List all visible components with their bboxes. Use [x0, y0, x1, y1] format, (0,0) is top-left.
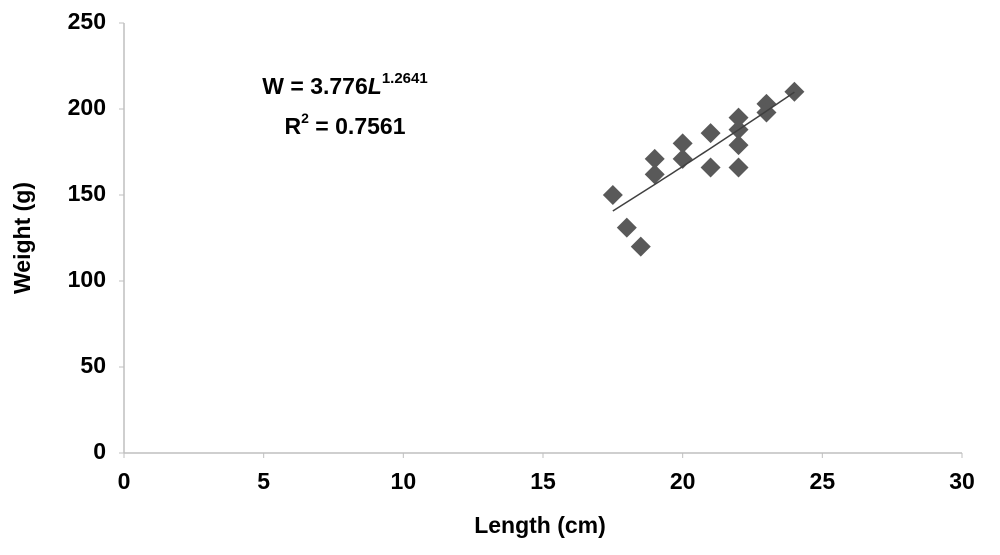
data-point [672, 133, 693, 154]
data-point [700, 157, 721, 178]
equation-lhs: W = [262, 73, 310, 99]
trendline [612, 91, 795, 212]
x-tick-label: 10 [391, 468, 417, 494]
data-point [602, 185, 623, 205]
data-point [728, 157, 749, 178]
x-tick-label: 25 [810, 468, 836, 494]
r-squared-power: 2 [301, 110, 309, 126]
equation-variable: L [368, 73, 382, 99]
x-tick-label: 15 [530, 468, 556, 494]
r-squared: R2 = 0.7561 [285, 110, 406, 139]
data-point [630, 236, 651, 257]
x-tick-label: 20 [670, 468, 696, 494]
r-squared-symbol: R [285, 113, 302, 139]
data-point [728, 107, 749, 128]
x-axis-label: Length (cm) [474, 512, 606, 538]
r-squared-equals: = [309, 113, 335, 139]
r-squared-value: 0.7561 [335, 113, 406, 139]
y-tick-label: 50 [80, 352, 106, 378]
data-point [644, 148, 665, 169]
x-tick-label: 0 [118, 468, 131, 494]
equation-exponent: 1.2641 [382, 70, 428, 87]
data-point [784, 81, 805, 102]
y-tick-label: 150 [68, 180, 106, 206]
y-axis-label: Weight (g) [9, 182, 35, 294]
data-point [700, 123, 721, 144]
data-point [728, 135, 749, 156]
equation-coefficient: 3.776 [310, 73, 368, 99]
x-tick-label: 5 [257, 468, 270, 494]
data-point [644, 164, 665, 185]
data-point [616, 217, 637, 238]
y-tick-label: 250 [68, 8, 106, 34]
y-tick-label: 200 [68, 94, 106, 120]
x-tick-label: 30 [949, 468, 975, 494]
y-tick-label: 0 [93, 438, 106, 464]
y-tick-label: 100 [68, 266, 106, 292]
trendline-equation: W = 3.776L1.2641 [262, 70, 427, 99]
